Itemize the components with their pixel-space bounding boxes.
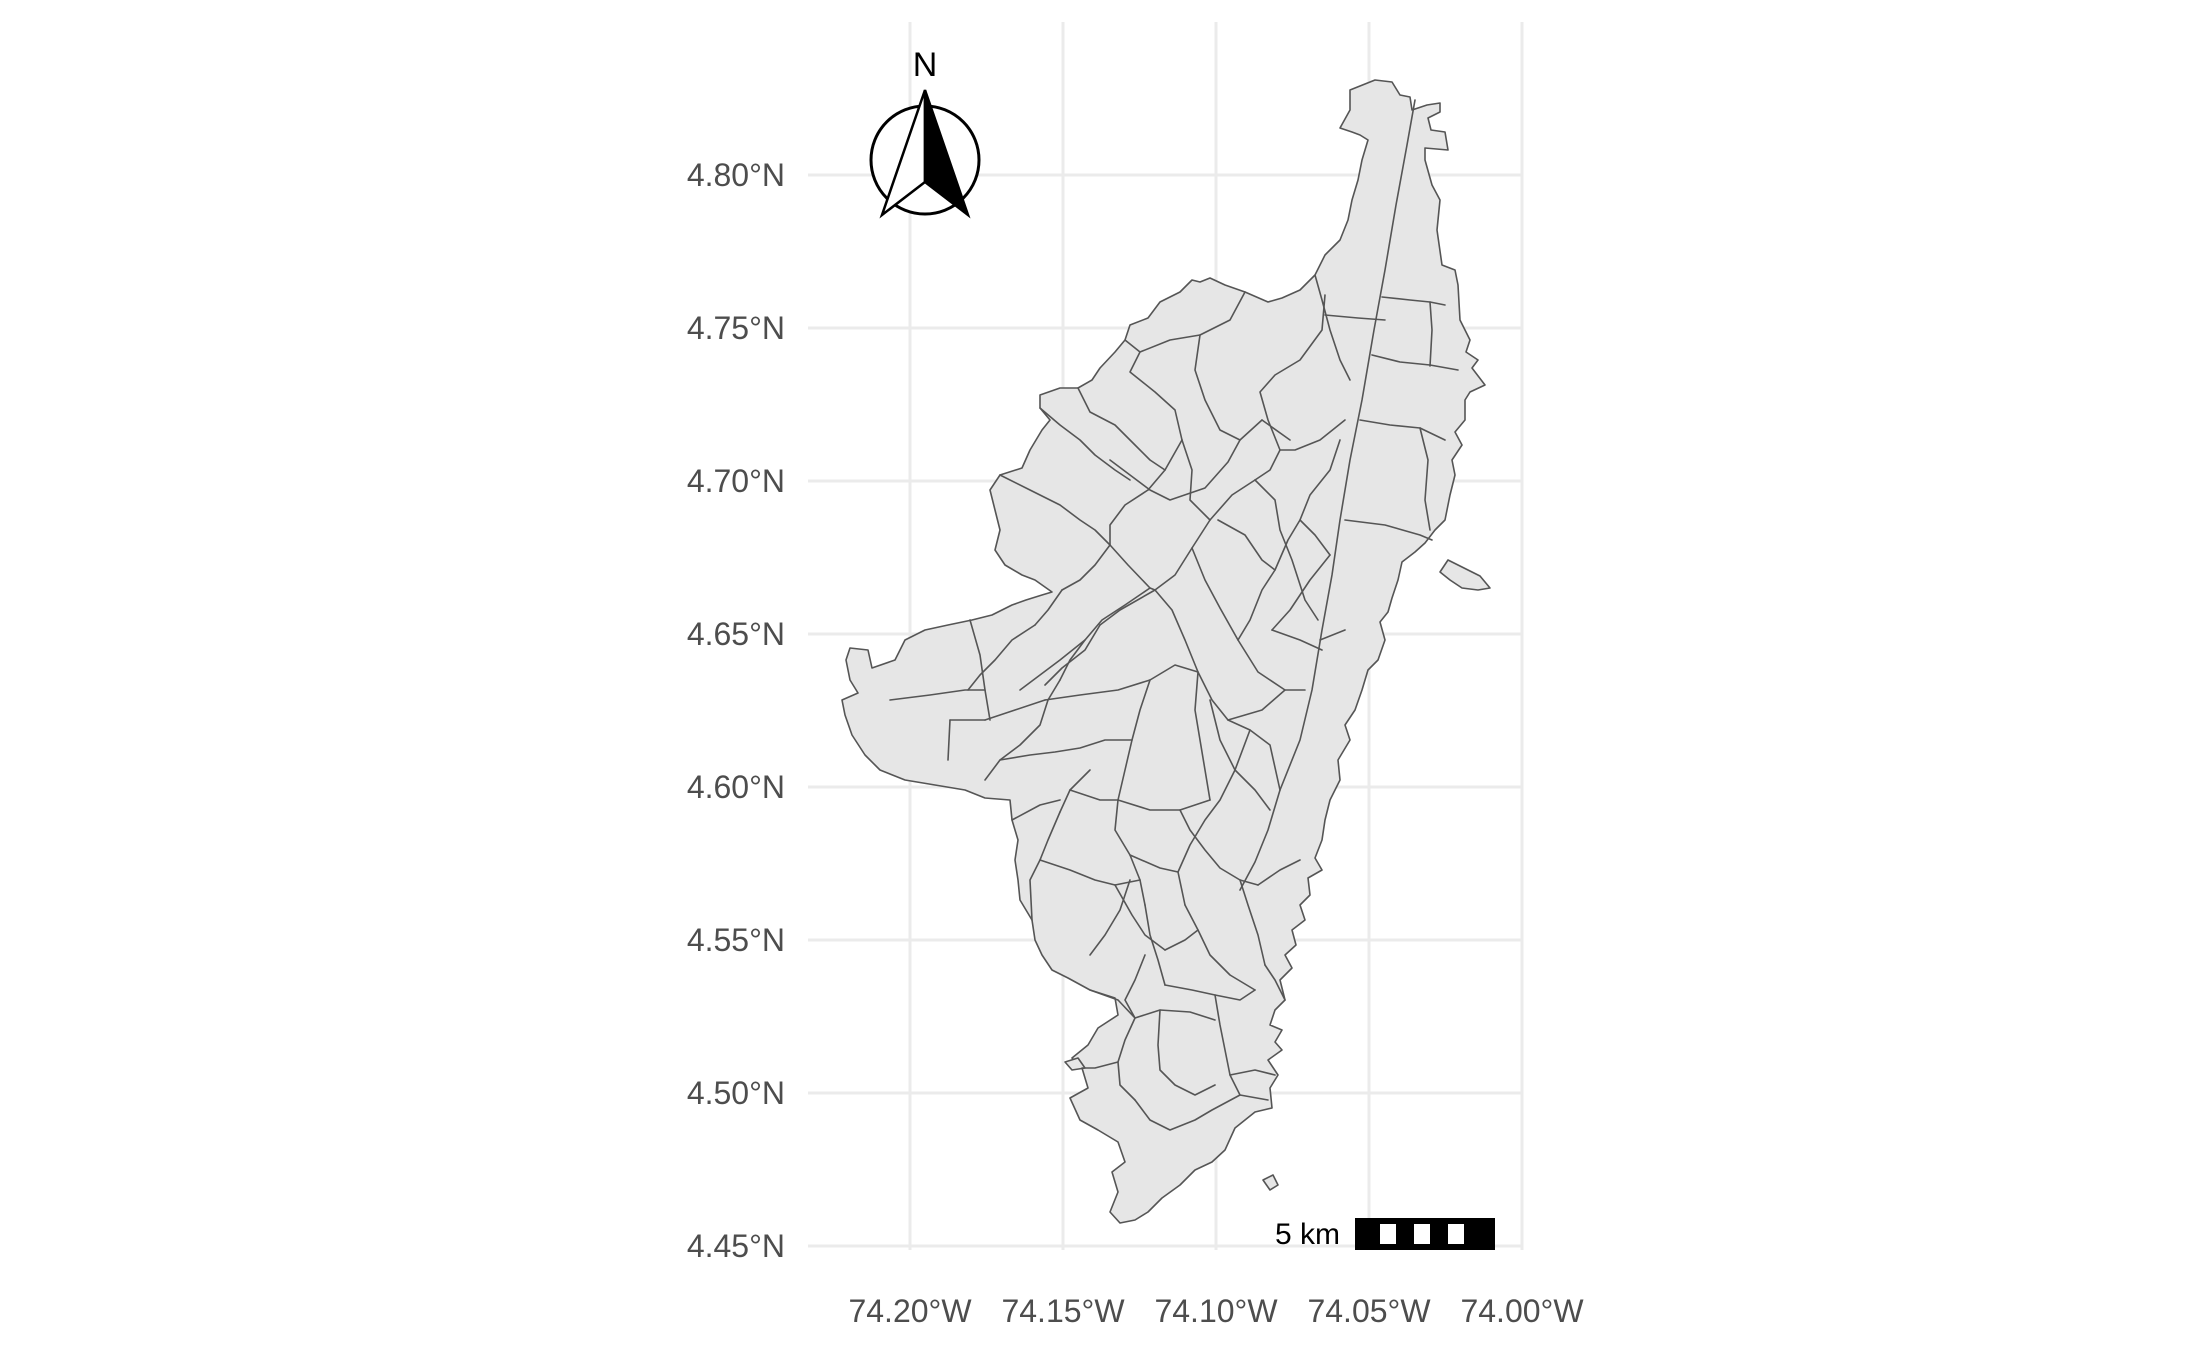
y-tick-label-7: 4.50°N (687, 1075, 785, 1111)
scale-bar: 5 km (1275, 1218, 1495, 1251)
y-axis: 4.80°N 4.75°N 4.70°N 4.65°N 4.60°N 4.55°… (687, 157, 785, 1264)
eastern-islet (1439, 559, 1491, 591)
districts-layer (841, 79, 1491, 1224)
scale-bar-segment-3 (1448, 1224, 1464, 1244)
y-tick-label-4: 4.65°N (687, 616, 785, 652)
x-axis: 74.20°W 74.15°W 74.10°W 74.05°W 74.00°W (848, 1293, 1584, 1329)
y-tick-label-6: 4.55°N (687, 922, 785, 958)
x-tick-label-3: 74.10°W (1154, 1293, 1278, 1329)
y-tick-label-1: 4.80°N (687, 157, 785, 193)
district-boundaries (889, 99, 1459, 1131)
scale-bar-label: 5 km (1275, 1218, 1340, 1251)
southern-islet (1262, 1174, 1279, 1191)
north-arrow: N (869, 46, 981, 219)
x-tick-label-1: 74.20°W (848, 1293, 972, 1329)
scale-bar-segment-1 (1380, 1224, 1396, 1244)
y-tick-label-5: 4.60°N (687, 769, 785, 805)
x-tick-label-5: 74.00°W (1460, 1293, 1584, 1329)
x-tick-label-4: 74.05°W (1307, 1293, 1431, 1329)
city-outline (841, 79, 1486, 1224)
north-arrow-black-half (923, 89, 971, 219)
y-tick-label-8: 4.45°N (687, 1228, 785, 1264)
y-tick-label-3: 4.70°N (687, 463, 785, 499)
x-tick-label-2: 74.15°W (1001, 1293, 1125, 1329)
scale-bar-segment-2 (1414, 1224, 1430, 1244)
y-tick-label-2: 4.75°N (687, 310, 785, 346)
north-arrow-label: N (913, 46, 938, 84)
